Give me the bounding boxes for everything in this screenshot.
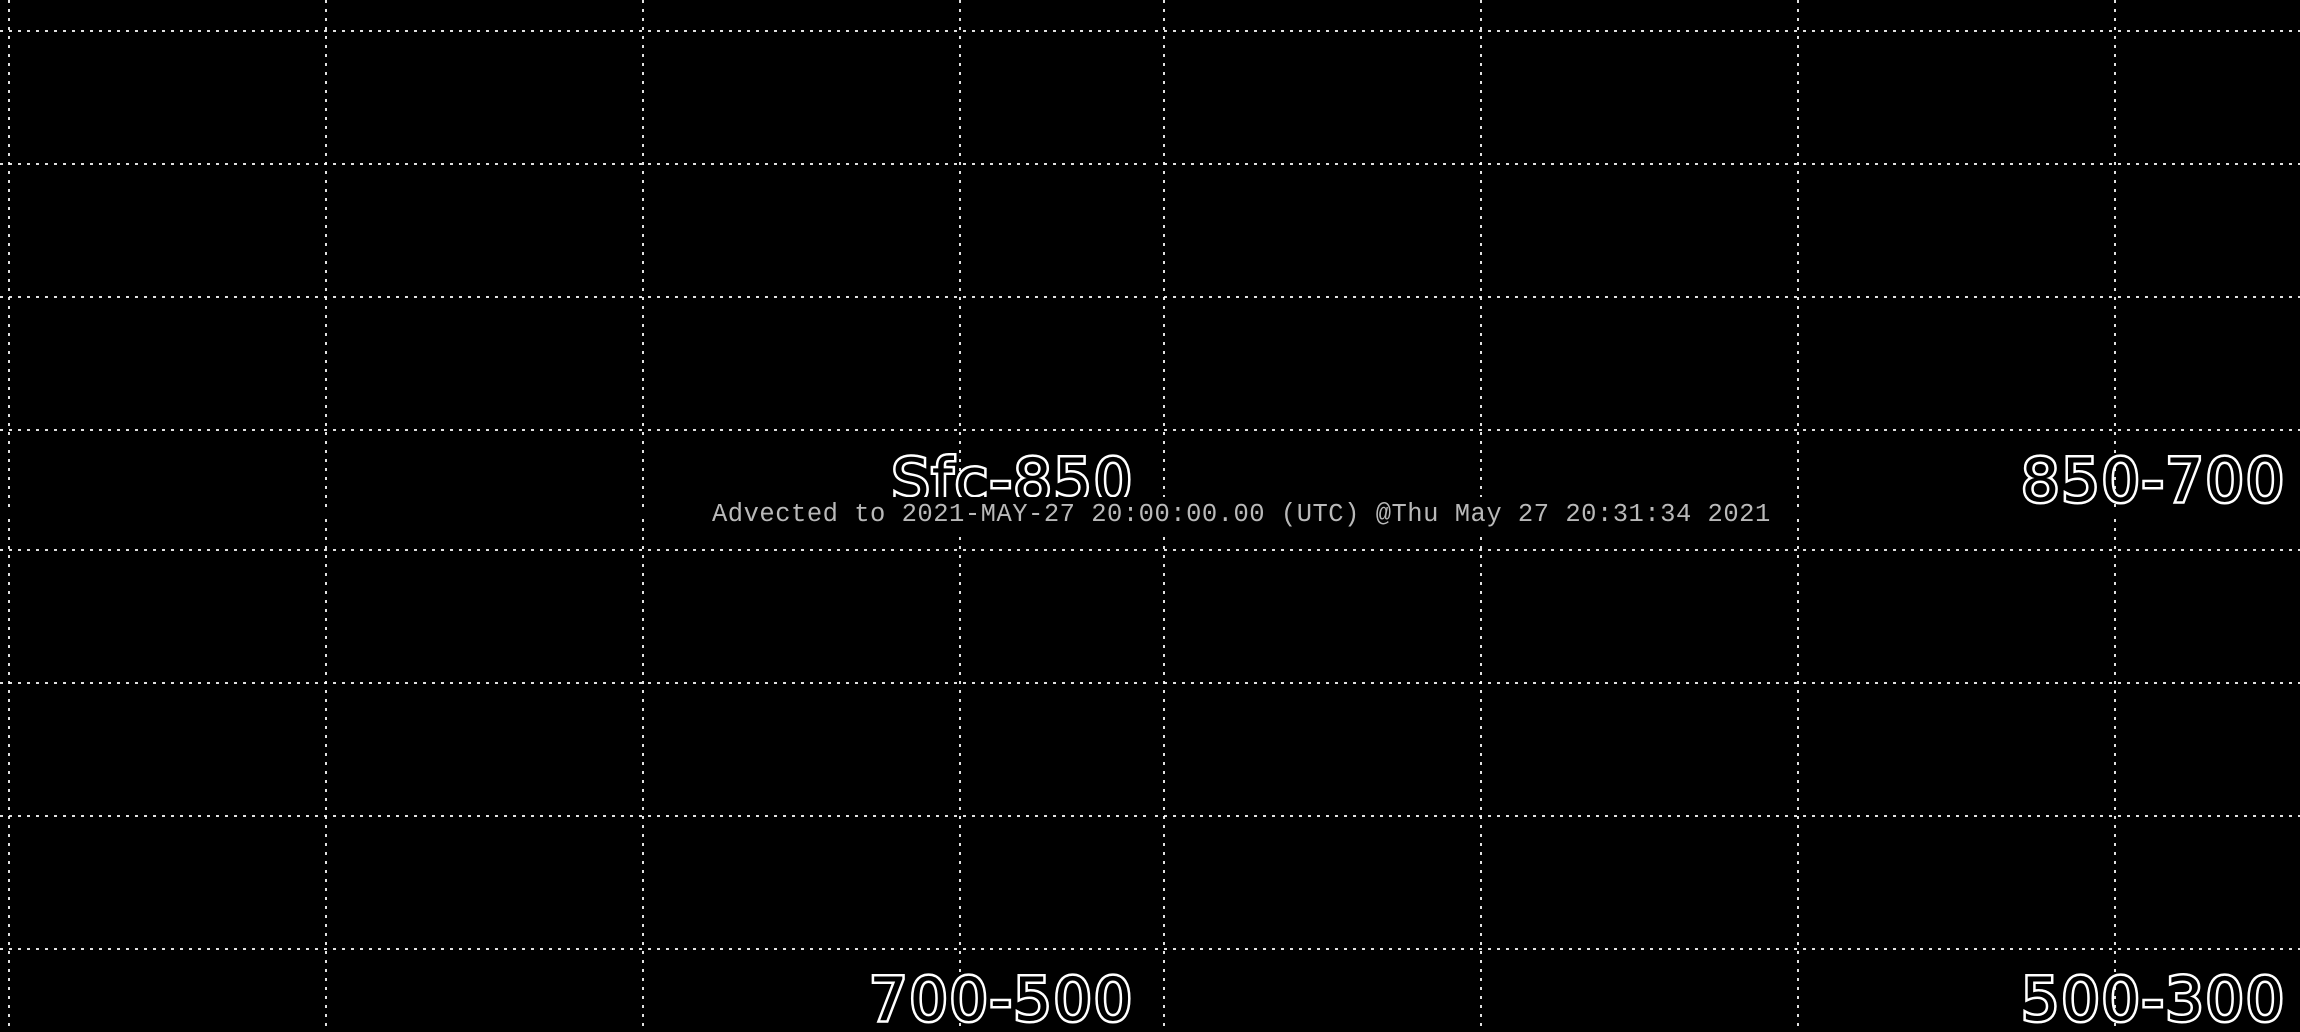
satellite-imagery-700-500[interactable] bbox=[0, 519, 1148, 1032]
panel-sfc-850[interactable]: Sfc-850 bbox=[0, 0, 1148, 513]
satellite-imagery-500-300[interactable] bbox=[1155, 519, 2300, 1032]
panel-700-500[interactable]: 700-500 bbox=[0, 519, 1148, 1032]
timestamp-banner: Advected to 2021-MAY-27 20:00:00.00 (UTC… bbox=[712, 497, 1770, 533]
satellite-imagery-sfc-850[interactable] bbox=[0, 0, 1148, 513]
panel-850-700[interactable]: 850-700 bbox=[1155, 0, 2300, 513]
panel-500-300[interactable]: 500-300 bbox=[1155, 519, 2300, 1032]
satellite-imagery-850-700[interactable] bbox=[1155, 0, 2300, 513]
